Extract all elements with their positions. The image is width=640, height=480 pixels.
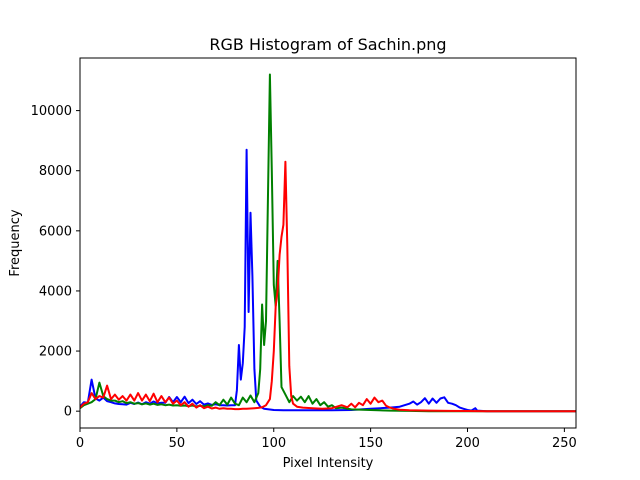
y-tick-label: 2000 bbox=[39, 345, 72, 360]
plot-frame bbox=[79, 57, 577, 429]
x-axis: 0 50 100 150 200 250 bbox=[76, 428, 577, 451]
x-tick-label: 150 bbox=[358, 436, 383, 451]
series-layer bbox=[80, 73, 576, 413]
y-axis: 0 2000 4000 6000 8000 10000 bbox=[31, 104, 80, 420]
y-axis-label: Frequency bbox=[8, 209, 23, 276]
series-line-2 bbox=[80, 160, 576, 413]
y-tick-label: 0 bbox=[64, 405, 72, 420]
y-tick-label: 8000 bbox=[39, 164, 72, 179]
x-tick-label: 50 bbox=[169, 436, 186, 451]
x-tick-label: 100 bbox=[261, 436, 286, 451]
x-tick-label: 200 bbox=[455, 436, 480, 451]
x-axis-label: Pixel Intensity bbox=[283, 456, 374, 471]
y-tick-label: 10000 bbox=[31, 104, 72, 119]
x-tick-label: 250 bbox=[552, 436, 577, 451]
chart-title: RGB Histogram of Sachin.png bbox=[209, 35, 446, 54]
y-tick-label: 4000 bbox=[39, 284, 72, 299]
series-line-1 bbox=[80, 73, 576, 413]
x-tick-label: 0 bbox=[76, 436, 84, 451]
y-tick-label: 6000 bbox=[39, 224, 72, 239]
